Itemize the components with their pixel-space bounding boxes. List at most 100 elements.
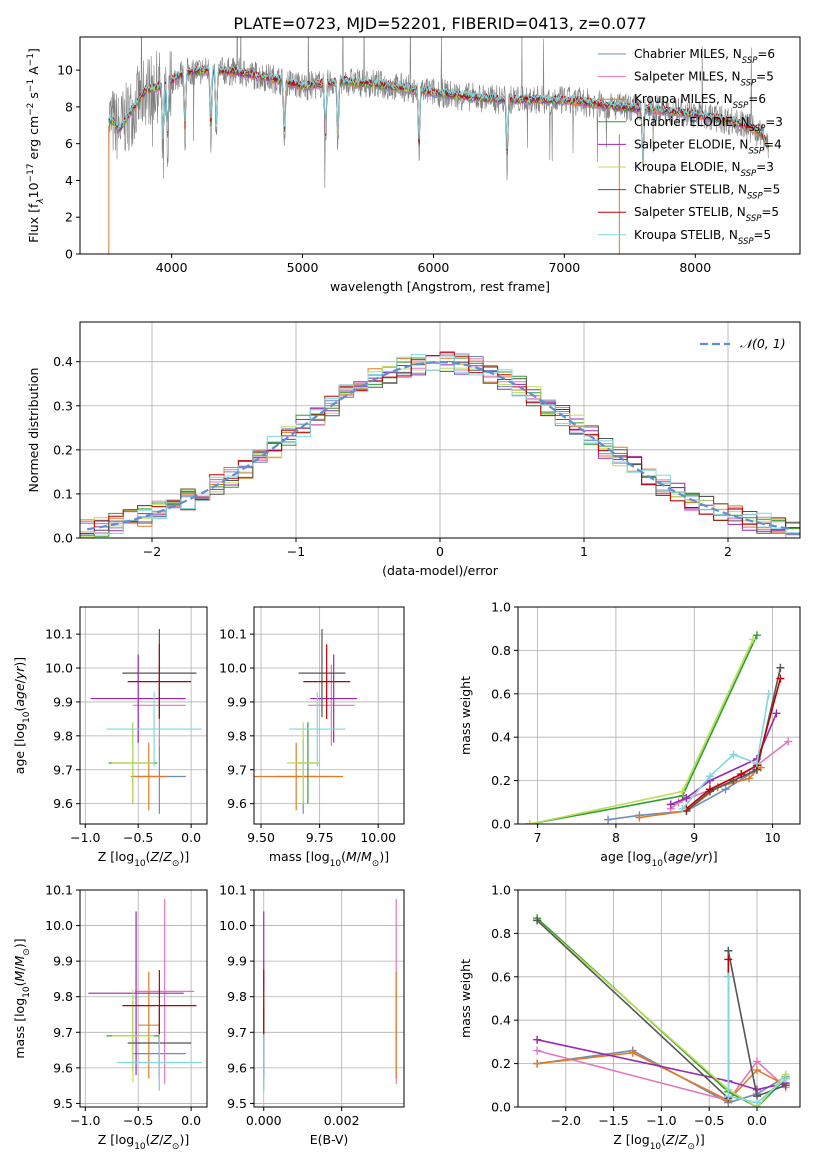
- plot-area: [525, 631, 793, 824]
- y-tick-label: 10.0: [219, 661, 247, 676]
- weight-marker-2: [628, 1048, 637, 1057]
- weight-marker-1: [784, 737, 793, 746]
- legend-label-4: Salpeter ELODIE, NSSP=4: [634, 137, 782, 156]
- axes-frame: [79, 36, 801, 255]
- y-tick-label: 0.2: [491, 773, 511, 788]
- x-tick-label: −1: [287, 544, 305, 559]
- weight-marker-5: [525, 820, 534, 824]
- y-axis-label: mass weight: [458, 959, 473, 1038]
- y-tick-label: 1.0: [491, 600, 511, 615]
- weight-marker-5: [678, 787, 687, 796]
- x-axis-label: Z [log10(Z/Z⊙)]: [98, 1132, 190, 1152]
- x-tick-label: 0.000: [246, 1113, 282, 1128]
- y-tick-label: 0: [65, 247, 73, 262]
- weight-line-1: [536, 1049, 787, 1102]
- x-tick-label: 10: [765, 830, 781, 845]
- x-tick-label: 7000: [548, 260, 580, 275]
- x-tick-label: 0: [436, 544, 444, 559]
- x-tick-label: −2: [143, 544, 161, 559]
- model-spectrum-8: [108, 64, 770, 161]
- figure-title: PLATE=0723, MJD=52201, FIBERID=0413, z=0…: [233, 14, 646, 33]
- y-tick-label: 9.7: [227, 762, 247, 777]
- x-tick-label: 1: [580, 544, 588, 559]
- y-tick-label: 0.2: [491, 1056, 511, 1071]
- weight-marker-2: [635, 813, 644, 822]
- legend-label-6: Chabrier STELIB, NSSP=5: [634, 183, 780, 202]
- y-tick-label: 0.4: [491, 730, 511, 745]
- y-tick-label: 0.8: [491, 643, 511, 658]
- y-tick-label: 9.8: [227, 989, 247, 1004]
- x-tick-label: 6000: [418, 260, 450, 275]
- x-axis-label: E(B-V): [310, 1132, 349, 1147]
- y-tick-label: 0.4: [53, 354, 73, 369]
- x-axis-label: age [log10(age/yr)]: [600, 849, 717, 869]
- y-tick-label: 0.6: [491, 969, 511, 984]
- y-tick-label: 10.1: [219, 883, 247, 898]
- weight-marker-7: [724, 955, 733, 964]
- normal-curve: [87, 360, 793, 531]
- y-tick-label: 0.4: [491, 1013, 511, 1028]
- weight-marker-4: [772, 709, 781, 718]
- x-tick-label: 0.0: [181, 1113, 201, 1128]
- y-axis-label: mass [log10(M/M⊙)]: [12, 938, 32, 1058]
- y-tick-label: 9.8: [53, 728, 73, 743]
- x-tick-label: 0.002: [324, 1113, 360, 1128]
- x-tick-label: −1.0: [70, 830, 100, 845]
- legend-label-2: Kroupa MILES, NSSP=6: [634, 92, 766, 111]
- y-tick-label: 9.9: [53, 954, 73, 969]
- y-tick-label: 8: [65, 99, 73, 114]
- y-tick-label: 9.6: [227, 796, 247, 811]
- plot-area: [80, 351, 800, 538]
- axes-frame: [79, 606, 208, 825]
- weight-marker-8: [729, 750, 738, 759]
- legend-label-1: Salpeter MILES, NSSP=5: [634, 70, 774, 89]
- y-tick-label: 10.1: [45, 627, 73, 642]
- axes-frame: [517, 606, 801, 825]
- legend-label-3: Chabrier ELODIE, NSSP=3: [634, 115, 783, 134]
- weight-marker-2: [752, 1066, 761, 1075]
- weight-marker-7: [705, 785, 714, 794]
- weight-marker-5: [749, 635, 757, 644]
- weight-marker-6: [533, 916, 542, 925]
- x-tick-label: −1.5: [598, 1113, 628, 1128]
- y-tick-label: 9.7: [53, 762, 73, 777]
- y-axis-label: Normed distribution: [26, 368, 41, 493]
- x-tick-label: 8000: [679, 260, 711, 275]
- x-tick-label: 7: [534, 830, 542, 845]
- x-tick-label: 10.00: [360, 830, 396, 845]
- panel-spectrum: 4000 5000 6000 7000 8000 0 2 4 6 8 10 wavelength [A…: [26, 36, 801, 294]
- y-tick-label: 0.1: [53, 486, 73, 501]
- y-tick-label: 9.6: [227, 1060, 247, 1075]
- x-axis-label: wavelength [Angstrom, rest frame]: [330, 279, 550, 294]
- weight-marker-4: [533, 1035, 542, 1044]
- y-tick-label: 0.8: [491, 926, 511, 941]
- y-tick-label: 10.1: [219, 627, 247, 642]
- y-tick-label: 0.6: [491, 686, 511, 701]
- legend-label-0: Chabrier MILES, NSSP=6: [634, 47, 775, 66]
- axes-frame: [253, 889, 405, 1108]
- y-tick-label: 0.0: [53, 531, 73, 546]
- y-tick-label: 10.0: [45, 661, 73, 676]
- y-tick-label: 9.8: [53, 989, 73, 1004]
- x-axis-label: (data-model)/error: [382, 563, 499, 578]
- weight-marker-0: [604, 815, 613, 824]
- plot-area: [263, 898, 397, 1091]
- y-axis-label: age [log10(age/yr)]: [12, 657, 32, 774]
- weight-line-4: [536, 1038, 786, 1091]
- y-tick-label: 9.6: [53, 1060, 73, 1075]
- x-tick-label: −0.5: [123, 1113, 153, 1128]
- y-tick-label: 10: [57, 63, 73, 78]
- weight-marker-4: [666, 800, 675, 809]
- panel-residuals: −2 −1 0 1 2 0.0 0.1 0.2 0.3 0.4 (data-model)/error…: [26, 321, 801, 578]
- x-tick-label: 8: [612, 830, 620, 845]
- x-tick-label: 5000: [287, 260, 319, 275]
- y-tick-label: 10.0: [45, 918, 73, 933]
- x-axis-label: Z [log10(Z/Z⊙)]: [613, 1132, 705, 1152]
- weight-marker-7: [776, 674, 785, 683]
- weight-marker-0: [721, 785, 730, 794]
- y-tick-label: 10.1: [45, 883, 73, 898]
- observed-spectrum: [108, 37, 769, 189]
- x-axis-label: mass [log10(M/M⊙)]: [269, 849, 389, 869]
- y-tick-label: 9.7: [53, 1025, 73, 1040]
- y-tick-label: 9.9: [227, 954, 247, 969]
